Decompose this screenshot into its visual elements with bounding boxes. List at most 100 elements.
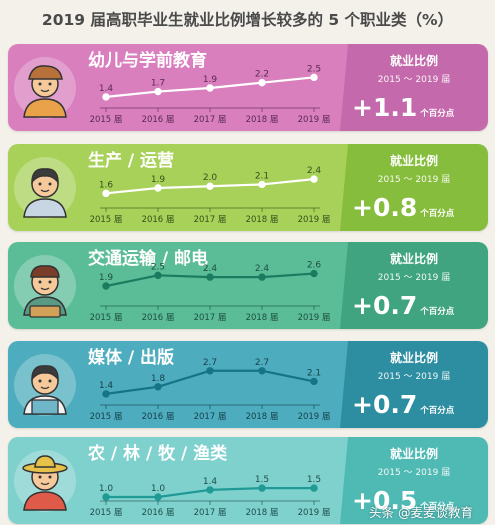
metric-change-value: +0.7 (352, 390, 418, 419)
category-title: 农 / 林 / 牧 / 渔类 (88, 444, 228, 464)
data-point (102, 93, 110, 101)
data-label: 1.4 (99, 84, 114, 94)
x-tick-label: 2015 届 (90, 115, 123, 125)
data-point (206, 486, 214, 494)
trend-chart: 2015 届 2016 届 2017 届 2018 届 2019 届 1.4 1.7 1.9 2… (90, 64, 331, 125)
x-tick-label: 2015 届 (90, 412, 123, 422)
metric-range: 2015 ～ 2019 届 (377, 75, 451, 85)
data-point (258, 78, 266, 87)
data-point (102, 189, 110, 198)
data-label: 1.9 (203, 75, 218, 85)
x-tick-label: 2015 届 (90, 313, 123, 323)
x-tick-label: 2019 届 (298, 508, 331, 518)
metric-label: 就业比例 (389, 252, 438, 266)
metric-change: +0.5 个百分点 (352, 483, 454, 519)
x-tick-label: 2016 届 (142, 115, 175, 125)
data-point (310, 73, 318, 82)
data-label: 2.5 (307, 64, 321, 74)
data-label: 1.7 (151, 79, 165, 89)
data-point (310, 377, 318, 386)
metric-label: 就业比例 (389, 154, 438, 168)
data-point (154, 493, 162, 501)
worker-avatar-icon (14, 157, 76, 219)
data-point (154, 184, 162, 192)
metric-change: +1.1 个百分点 (352, 90, 454, 126)
x-tick-label: 2018 届 (246, 412, 279, 422)
category-title: 媒体 / 出版 (88, 348, 175, 368)
category-title: 生产 / 运营 (88, 151, 175, 171)
data-label: 2.6 (307, 261, 322, 271)
trend-chart: 2015 届 2016 届 2017 届 2018 届 2019 届 1.0 1.0 1.4 1… (90, 475, 331, 518)
x-tick-label: 2017 届 (194, 412, 227, 422)
data-label: 2.4 (203, 264, 218, 274)
x-tick-label: 2016 届 (142, 508, 175, 518)
data-point (258, 273, 266, 281)
data-point (154, 271, 162, 280)
data-label: 1.6 (99, 180, 114, 190)
x-tick-label: 2017 届 (194, 313, 227, 323)
data-point (102, 282, 110, 290)
metric-panel: 就业比例 2015 ～ 2019 届 +0.5 个百分点 (340, 437, 488, 524)
data-label: 1.9 (151, 175, 166, 185)
metric-change-value: +0.5 (352, 486, 418, 515)
metric-change-unit: 个百分点 (420, 406, 455, 416)
metric-panel: 就业比例 2015 ～ 2019 届 +1.1 个百分点 (340, 44, 488, 131)
trend-chart: 2015 届 2016 届 2017 届 2018 届 2019 届 1.9 2.5 2.4 2… (90, 261, 331, 323)
metric-range: 2015 ～ 2019 届 (377, 468, 451, 478)
x-tick-label: 2018 届 (246, 508, 279, 518)
data-label: 1.0 (99, 484, 114, 494)
x-tick-label: 2017 届 (194, 508, 227, 518)
data-label: 2.0 (203, 173, 218, 183)
data-label: 1.8 (151, 374, 166, 384)
x-tick-label: 2018 届 (246, 215, 279, 225)
x-tick-label: 2016 届 (142, 412, 175, 422)
data-point (154, 383, 162, 391)
data-point (258, 367, 266, 375)
data-label: 2.4 (307, 166, 322, 176)
data-point (206, 182, 214, 190)
data-label: 1.9 (99, 273, 114, 283)
data-label: 1.5 (255, 475, 269, 485)
data-point (102, 493, 110, 501)
data-label: 2.2 (255, 70, 269, 80)
metric-label: 就业比例 (389, 351, 438, 365)
data-point (310, 484, 318, 492)
metric-change: +0.7 个百分点 (352, 387, 454, 423)
metric-label: 就业比例 (389, 54, 438, 68)
card-chart-panel: 农 / 林 / 牧 / 渔类 2015 届 2016 届 2017 届 2018 届 20… (8, 437, 348, 524)
x-tick-label: 2019 届 (298, 215, 331, 225)
x-tick-label: 2019 届 (298, 313, 331, 323)
data-point (310, 269, 318, 278)
category-card: 交通运输 / 邮电 2015 届 2016 届 2017 届 2018 届 2019 届 1… (8, 242, 488, 329)
page-title: 2019 届高职毕业生就业比例增长较多的 5 个职业类（%） (41, 11, 454, 29)
category-card: 幼儿与学前教育 2015 届 2016 届 2017 届 2018 届 2019 届 1.4… (8, 44, 488, 131)
data-point (154, 87, 162, 96)
metric-panel: 就业比例 2015 ～ 2019 届 +0.7 个百分点 (340, 341, 488, 428)
metric-change-value: +0.8 (352, 193, 418, 222)
card-chart-panel: 交通运输 / 邮电 2015 届 2016 届 2017 届 2018 届 2019 届 1… (8, 242, 348, 329)
metric-label: 就业比例 (389, 447, 438, 461)
courier-avatar-icon (14, 255, 76, 318)
x-tick-label: 2016 届 (142, 313, 175, 323)
trend-chart: 2015 届 2016 届 2017 届 2018 届 2019 届 1.4 1.8 2.7 2… (90, 358, 331, 422)
x-tick-label: 2017 届 (194, 215, 227, 225)
data-point (310, 175, 318, 183)
data-label: 2.5 (151, 262, 165, 272)
x-tick-label: 2015 届 (90, 215, 123, 225)
metric-change-value: +1.1 (352, 93, 418, 122)
card-chart-panel: 幼儿与学前教育 2015 届 2016 届 2017 届 2018 届 2019 届 1.4… (8, 44, 348, 131)
data-label: 2.1 (255, 171, 269, 181)
data-label: 2.7 (203, 358, 217, 368)
data-label: 2.1 (307, 368, 321, 378)
category-title: 幼儿与学前教育 (88, 51, 207, 71)
x-tick-label: 2018 届 (246, 115, 279, 125)
metric-change-unit: 个百分点 (420, 502, 455, 512)
metric-change: +0.7 个百分点 (352, 288, 454, 324)
metric-change-unit: 个百分点 (420, 109, 455, 119)
trend-chart: 2015 届 2016 届 2017 届 2018 届 2019 届 1.6 1.9 2.0 2… (90, 166, 331, 225)
metric-panel: 就业比例 2015 ～ 2019 届 +0.8 个百分点 (340, 144, 488, 231)
data-label: 1.5 (307, 475, 321, 485)
data-point (102, 390, 110, 398)
metric-panel: 就业比例 2015 ～ 2019 届 +0.7 个百分点 (340, 242, 488, 329)
data-label: 1.0 (151, 484, 166, 494)
